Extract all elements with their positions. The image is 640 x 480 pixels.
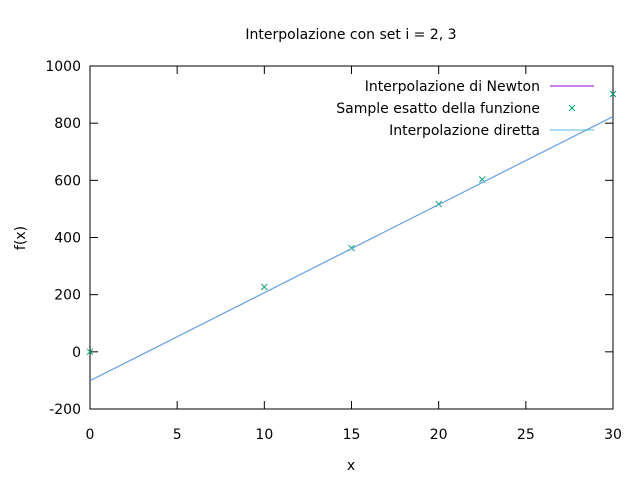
- x-tick-label: 0: [86, 427, 95, 443]
- plot-frame: [89, 65, 614, 410]
- legend-label: Interpolazione di Newton: [365, 79, 540, 95]
- y-tick-label: 1000: [45, 59, 81, 75]
- y-tick-label: 800: [54, 116, 81, 132]
- data-point: [260, 283, 268, 291]
- y-tick-label: 400: [54, 231, 81, 247]
- y-tick-label: 200: [54, 288, 81, 304]
- legend: Interpolazione di Newton Sample esatto de…: [336, 79, 594, 139]
- series-line: [89, 116, 614, 382]
- series-layer: [86, 90, 617, 382]
- legend-label: Sample esatto della funzione: [336, 101, 540, 117]
- y-axis-label: f(x): [13, 226, 29, 250]
- plot-border: [89, 65, 614, 410]
- x-tick-label: 30: [604, 427, 622, 443]
- x-tick-label: 10: [255, 427, 273, 443]
- y-tick-label: 0: [72, 345, 81, 361]
- x-axis-label: x: [347, 458, 355, 474]
- series-2: [89, 116, 614, 382]
- y-axis-ticks: -200 0 200 400 600 800 1000: [45, 59, 613, 418]
- x-tick-label: 25: [517, 427, 535, 443]
- x-tick-label: 5: [173, 427, 182, 443]
- x-axis-ticks: 0 5 10 15 20 25 30: [86, 66, 622, 443]
- y-tick-label: -200: [49, 402, 81, 418]
- data-point: [86, 348, 94, 356]
- x-tick-label: 15: [343, 427, 361, 443]
- legend-label: Interpolazione diretta: [389, 123, 540, 139]
- chart-title: Interpolazione con set i = 2, 3: [245, 27, 456, 43]
- y-tick-label: 600: [54, 173, 81, 189]
- x-tick-label: 20: [430, 427, 448, 443]
- legend-marker-swatch: [568, 104, 576, 112]
- data-point: [609, 90, 617, 98]
- series-1: [86, 90, 617, 356]
